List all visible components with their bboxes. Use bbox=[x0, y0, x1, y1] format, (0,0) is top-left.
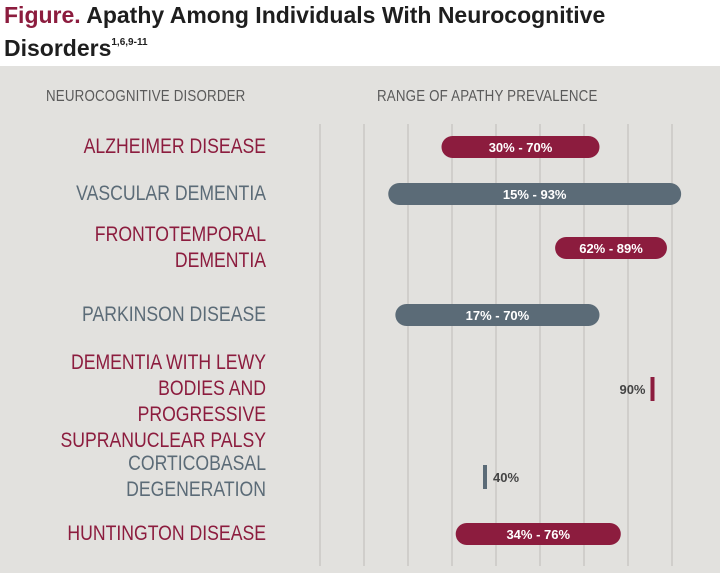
range-bar-vascular-dementia bbox=[388, 183, 682, 205]
category-label-dementia-with-lewy-bodies-and-progressive-supranuclear-palsy: DEMENTIA WITH LEWY BODIES AND PROGRESSIV… bbox=[60, 351, 266, 452]
data-label-frontotemporal-dementia: 62% - 89% bbox=[579, 241, 643, 256]
category-label-vascular-dementia: VASCULAR DEMENTIA bbox=[76, 182, 267, 205]
category-label-frontotemporal-dementia: FRONTOTEMPORAL DEMENTIA bbox=[94, 223, 266, 272]
category-label-corticobasal-degeneration: CORTICOBASAL DEGENERATION bbox=[126, 452, 266, 501]
figure-references: 1,6,9-11 bbox=[111, 37, 148, 48]
range-bar-chart: 30% - 70% 15% - 93% 62% - 89% 17% - 70% 90% 4… bbox=[319, 124, 682, 566]
data-label-corticobasal-degeneration: 40% bbox=[493, 470, 519, 485]
range-bar-alzheimer-disease bbox=[441, 136, 600, 158]
figure-title: Figure. Apathy Among Individuals With Ne… bbox=[4, 2, 704, 62]
category-label-alzheimer-disease: ALZHEIMER DISEASE bbox=[83, 135, 266, 158]
range-bar-frontotemporal-dementia bbox=[555, 237, 667, 259]
category-column-header: NEUROCOGNITIVE DISORDER bbox=[46, 88, 246, 105]
point-marker-dementia-with-lewy-bodies-and-progressive-supranuclear-palsy bbox=[650, 377, 655, 401]
figure-label: Figure. bbox=[4, 2, 81, 28]
range-bar-parkinson-disease bbox=[395, 304, 600, 326]
chart-panel: 30% - 70% 15% - 93% 62% - 89% 17% - 70% 90% 4… bbox=[0, 66, 720, 573]
figure-title-text: Apathy Among Individuals With Neurocogni… bbox=[4, 2, 606, 61]
data-label-dementia-with-lewy-bodies-and-progressive-supranuclear-palsy: 90% bbox=[619, 382, 645, 397]
range-bar-huntington-disease bbox=[455, 523, 621, 545]
category-label-parkinson-disease: PARKINSON DISEASE bbox=[82, 303, 266, 326]
data-label-huntington-disease: 34% - 76% bbox=[506, 527, 570, 542]
data-label-parkinson-disease: 17% - 70% bbox=[466, 308, 530, 323]
data-label-alzheimer-disease: 30% - 70% bbox=[489, 140, 553, 155]
category-label-huntington-disease: HUNTINGTON DISEASE bbox=[67, 522, 266, 545]
point-marker-corticobasal-degeneration bbox=[483, 465, 487, 489]
value-column-header: RANGE OF APATHY PREVALENCE bbox=[377, 88, 598, 105]
data-label-vascular-dementia: 15% - 93% bbox=[503, 187, 567, 202]
